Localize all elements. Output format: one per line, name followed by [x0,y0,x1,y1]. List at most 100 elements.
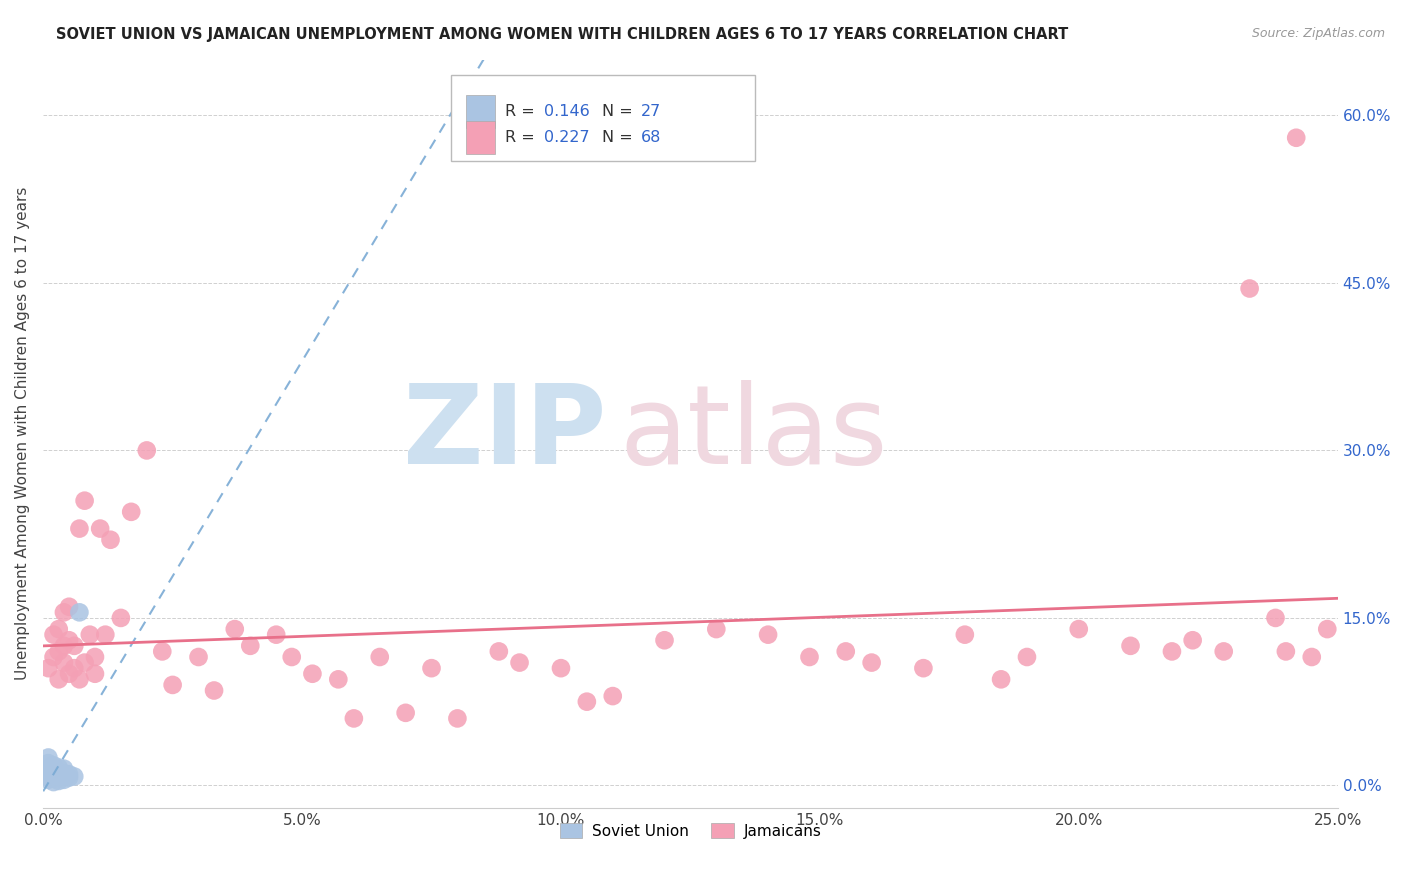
Point [162,678,184,692]
Point [860,656,883,670]
Point [37,661,59,675]
Point [990,673,1012,687]
Text: 68: 68 [641,130,662,145]
Point [73,493,96,508]
Point [37,756,59,770]
Point [42,775,65,789]
Point [509,656,531,670]
Point [52,772,75,787]
Point [280,650,302,665]
Point [63,639,86,653]
Point [37,768,59,782]
Point [48,760,70,774]
Point [1316,622,1339,636]
Point [110,611,132,625]
FancyBboxPatch shape [451,75,755,161]
Point [63,661,86,675]
Point [301,666,323,681]
Text: R =: R = [505,130,540,145]
Point [1239,281,1261,295]
Point [94,628,117,642]
Point [799,650,821,665]
Point [1181,633,1204,648]
Point [48,764,70,779]
Point [912,661,935,675]
Point [37,750,59,764]
Text: SOVIET UNION VS JAMAICAN UNEMPLOYMENT AMONG WOMEN WITH CHILDREN AGES 6 TO 17 YEA: SOVIET UNION VS JAMAICAN UNEMPLOYMENT AM… [56,27,1069,42]
Point [58,599,80,614]
Point [37,764,59,779]
Point [120,505,142,519]
Point [84,650,107,665]
Point [150,644,173,658]
Point [58,767,80,781]
Y-axis label: Unemployment Among Women with Children Ages 6 to 17 years: Unemployment Among Women with Children A… [15,187,30,681]
Point [42,764,65,778]
Point [48,644,70,658]
Point [48,673,70,687]
Point [420,661,443,675]
Point [575,695,598,709]
Point [550,661,572,675]
Point [1161,644,1184,658]
Legend: Soviet Union, Jamaicans: Soviet Union, Jamaicans [554,817,828,845]
Point [48,774,70,789]
Point [58,633,80,648]
Point [52,762,75,776]
Point [48,771,70,785]
Point [67,673,90,687]
Point [202,683,225,698]
Point [264,628,287,642]
Point [37,767,59,781]
Point [488,644,510,658]
Text: 0.146: 0.146 [544,104,591,119]
Point [52,656,75,670]
Point [42,758,65,772]
Point [42,628,65,642]
Point [89,522,111,536]
Point [37,772,59,787]
Text: ZIP: ZIP [404,380,606,487]
Point [52,766,75,780]
Point [67,605,90,619]
Point [756,628,779,642]
Point [79,628,101,642]
Text: 0.227: 0.227 [544,130,589,145]
Point [42,767,65,781]
Point [224,622,246,636]
Point [1119,639,1142,653]
Point [1275,644,1298,658]
Point [42,650,65,665]
Text: 27: 27 [641,104,661,119]
Point [52,605,75,619]
Point [368,650,391,665]
Point [239,639,262,653]
Point [328,673,350,687]
FancyBboxPatch shape [467,95,495,128]
Point [395,706,418,720]
Point [654,633,676,648]
Point [37,771,59,785]
Point [187,650,209,665]
Point [67,522,90,536]
Point [73,656,96,670]
Point [1015,650,1038,665]
Text: atlas: atlas [619,380,887,487]
Point [48,622,70,636]
Point [42,769,65,783]
Point [42,772,65,786]
Point [1301,650,1323,665]
Point [1067,622,1090,636]
Point [1212,644,1234,658]
Point [52,769,75,783]
Point [58,666,80,681]
Point [58,771,80,785]
Point [37,762,59,776]
Point [1285,130,1308,145]
Point [100,533,122,547]
Point [835,644,858,658]
Text: R =: R = [505,104,540,119]
Point [135,443,157,458]
Text: N =: N = [602,130,638,145]
Point [704,622,727,636]
